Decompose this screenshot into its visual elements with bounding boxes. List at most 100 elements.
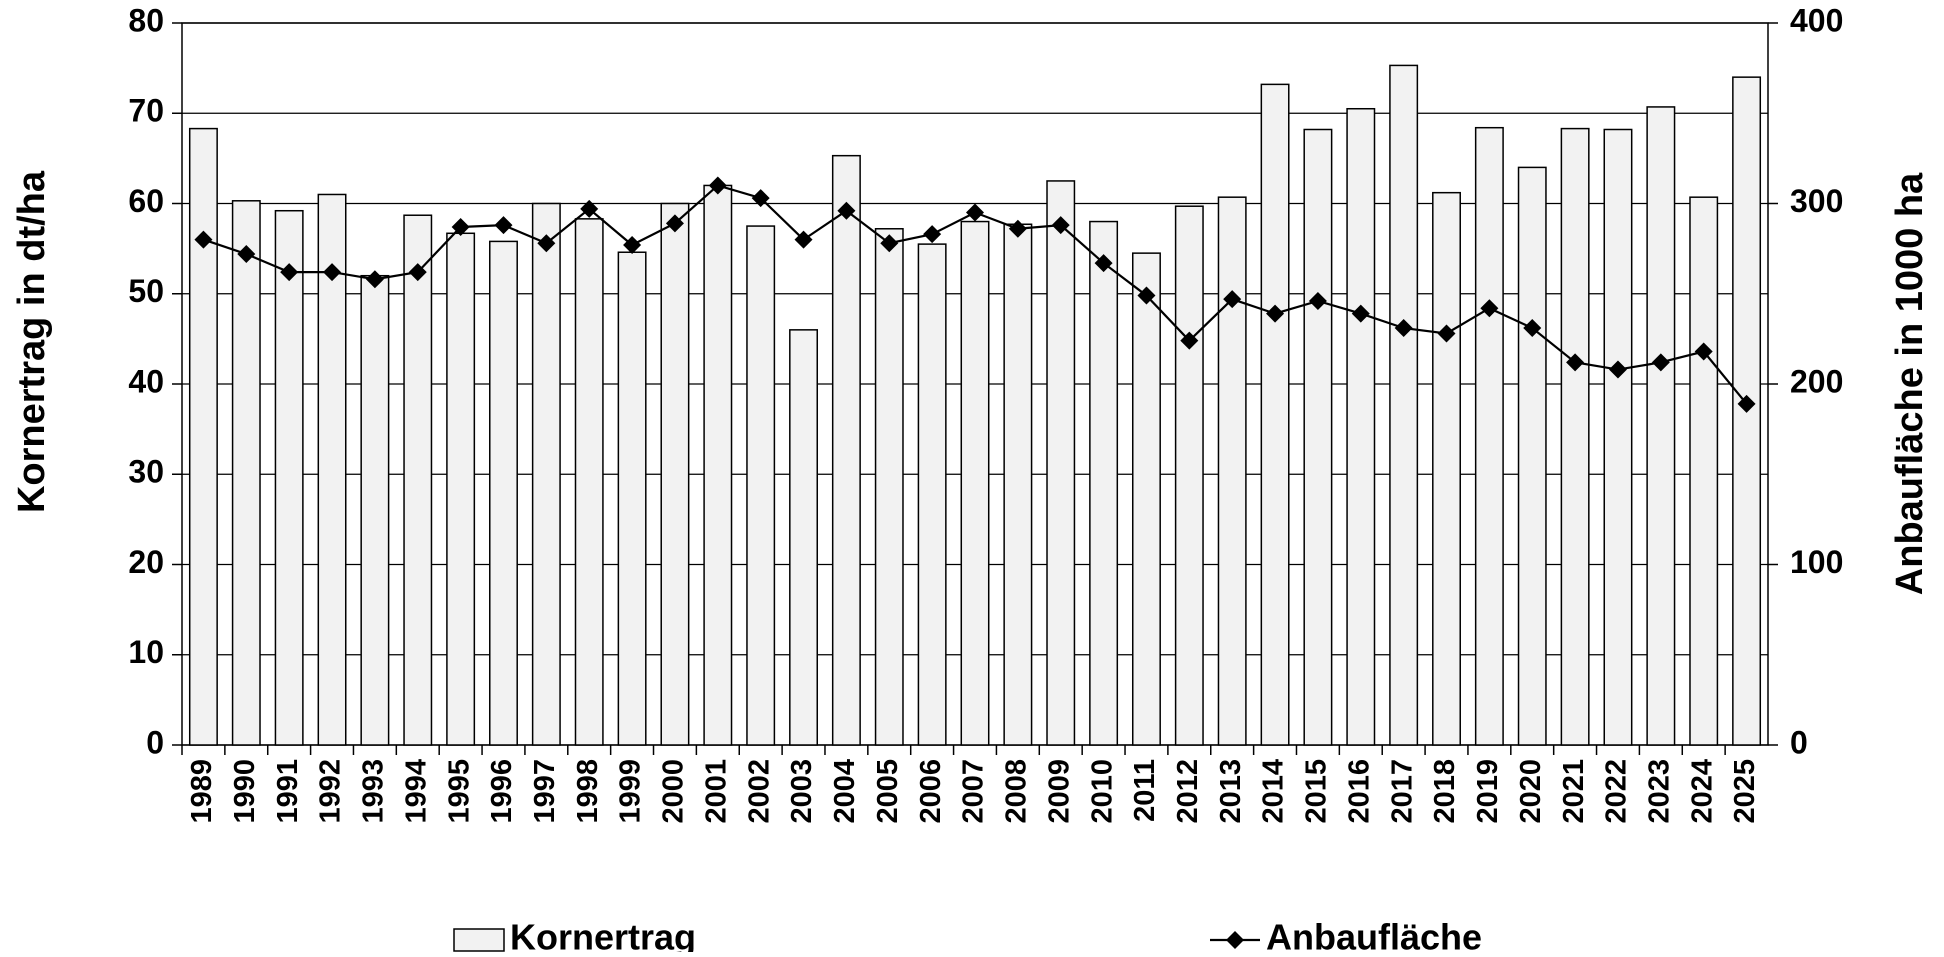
bar [1003, 223, 1033, 746]
y-tick-label: 50 [128, 273, 164, 309]
marker [1437, 324, 1456, 343]
bar [188, 127, 218, 746]
x-tick-label: 1997 [529, 759, 561, 824]
marker [1394, 319, 1413, 338]
bar [660, 202, 690, 746]
x-tick-label: 2000 [658, 759, 690, 824]
bar [531, 202, 561, 746]
x-tick-label: 2022 [1601, 759, 1633, 824]
x-tick-label: 2016 [1343, 759, 1375, 824]
bar [1046, 180, 1076, 746]
bar [874, 228, 904, 746]
bar [789, 329, 819, 746]
marker [1137, 286, 1156, 305]
x-tick-label: 1992 [315, 759, 347, 824]
bar [960, 220, 990, 746]
bar [489, 240, 518, 746]
y2-tick-label: 400 [1790, 2, 1843, 38]
x-tick-label: 2023 [1643, 759, 1675, 824]
marker [1051, 216, 1070, 235]
y2-tick-label: 0 [1790, 724, 1808, 760]
y-tick-label: 20 [128, 544, 164, 580]
legend-label: Anbaufläche [1266, 917, 1482, 952]
x-tick-label: 1991 [272, 759, 304, 824]
bar [1131, 252, 1161, 746]
marker [1523, 319, 1542, 338]
marker [365, 270, 384, 289]
y2-tick-label: 100 [1790, 544, 1843, 580]
marker [408, 263, 427, 282]
marker [1223, 290, 1242, 309]
x-tick-label: 2017 [1386, 759, 1418, 824]
x-tick-label: 1989 [186, 759, 218, 824]
marker [580, 199, 599, 218]
marker [1480, 299, 1499, 318]
marker [1737, 394, 1756, 413]
x-tick-label: 2008 [1001, 759, 1033, 824]
x-tick-label: 1993 [358, 759, 390, 824]
bar [1389, 64, 1419, 746]
bar [1303, 128, 1333, 746]
bar [1260, 83, 1290, 746]
bar [703, 184, 733, 746]
x-tick-label: 1999 [615, 759, 647, 824]
bar [403, 214, 433, 746]
marker [923, 225, 942, 244]
bar [917, 243, 947, 746]
x-tick-label: 2019 [1472, 759, 1504, 824]
y-tick-label: 80 [128, 2, 164, 38]
bar [1474, 126, 1504, 746]
marker [966, 203, 984, 222]
marker [1308, 291, 1327, 310]
marker [880, 234, 899, 253]
marker [323, 263, 342, 282]
x-tick-label: 2012 [1172, 759, 1204, 824]
marker [1351, 304, 1370, 323]
bar [1689, 196, 1719, 746]
x-tick-label: 2002 [743, 759, 775, 824]
y-tick-label: 10 [128, 634, 164, 670]
marker [751, 189, 770, 208]
bar [831, 154, 861, 746]
marker [451, 217, 470, 236]
bar [1560, 127, 1590, 746]
marker [1094, 254, 1113, 273]
x-tick-label: 2010 [1086, 759, 1118, 824]
marker [537, 234, 556, 253]
x-tick-label: 1994 [400, 759, 432, 824]
x-tick-label: 2001 [700, 759, 732, 824]
x-tick-label: 2006 [915, 759, 947, 824]
marker [1694, 342, 1713, 361]
bar [1089, 220, 1119, 746]
x-tick-label: 2003 [786, 759, 818, 824]
y-tick-label: 0 [146, 724, 164, 760]
x-tick-label: 2015 [1301, 759, 1333, 824]
legend-marker [1226, 931, 1244, 949]
y-tick-label: 70 [128, 93, 164, 129]
x-tick-label: 2013 [1215, 759, 1247, 824]
bar [746, 225, 776, 746]
bar [360, 274, 390, 746]
x-tick-label: 2004 [829, 759, 861, 824]
marker [494, 216, 513, 235]
bar [317, 193, 347, 746]
bar [1646, 106, 1676, 746]
bar [1174, 205, 1204, 746]
marker [1566, 353, 1585, 372]
x-tick-label: 2018 [1429, 759, 1461, 824]
y-tick-label: 40 [128, 363, 164, 399]
legend-swatch [453, 928, 505, 952]
marker [1180, 331, 1199, 350]
bar [231, 200, 261, 746]
y-tick-label: 30 [128, 454, 164, 490]
bar [1432, 191, 1461, 746]
marker [665, 214, 684, 233]
y2-axis-label: Anbaufläche in 1000 ha [1889, 172, 1931, 595]
x-tick-label: 2025 [1729, 759, 1761, 824]
marker [708, 176, 727, 195]
x-tick-label: 2024 [1686, 759, 1718, 824]
marker [794, 230, 813, 249]
bar [617, 251, 647, 746]
bar [1603, 128, 1633, 746]
